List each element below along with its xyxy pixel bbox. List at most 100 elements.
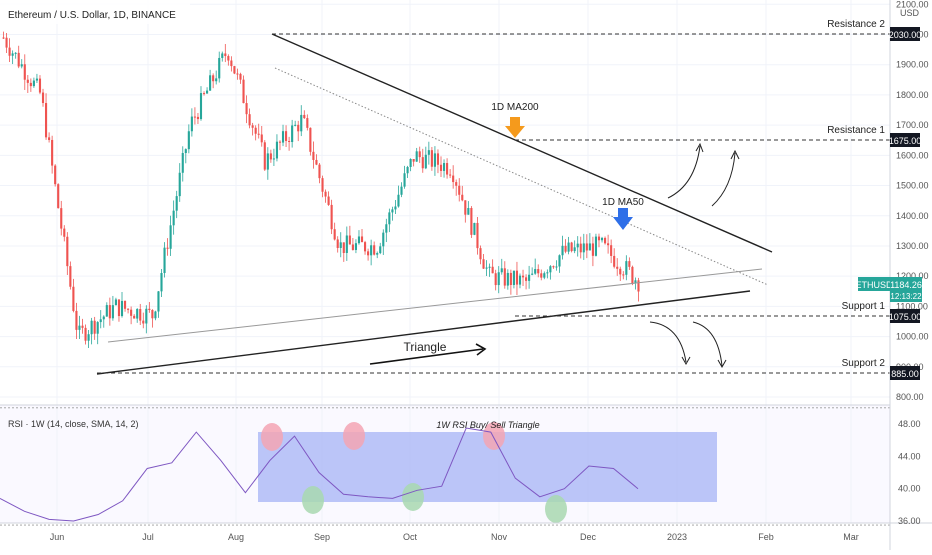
candle-body [154, 311, 157, 319]
candle-body [473, 222, 476, 235]
candle-body [8, 47, 11, 56]
candle-body [370, 245, 373, 256]
candle-body [206, 90, 209, 94]
triangle-upper-trendline[interactable] [271, 33, 773, 253]
candle-body [336, 239, 339, 248]
candle-body [142, 320, 145, 324]
candle-body [300, 114, 303, 132]
price-tick-label: 1400.00 [896, 211, 929, 221]
candle-body [245, 103, 248, 115]
rsi-highlight-circles [261, 422, 567, 523]
candle-body [218, 57, 221, 79]
last-price: 1184.26 [890, 280, 922, 290]
candle-body [57, 184, 60, 209]
candle-body [467, 208, 470, 215]
candle-body [573, 247, 576, 252]
support-1-price-tag [890, 309, 920, 323]
candle-body [93, 320, 96, 334]
candle-body [552, 266, 555, 268]
candle-body [363, 242, 367, 252]
price-tick-label: 1500.00 [896, 181, 929, 191]
candle-body [120, 300, 124, 317]
candle-body [266, 153, 269, 170]
candle-body [528, 274, 531, 281]
candle-body [160, 273, 163, 292]
candle-body [306, 118, 309, 128]
candle-body [236, 73, 239, 75]
price-tick-label: 1800.00 [896, 90, 929, 100]
time-axis[interactable]: Jun Jul Aug Sep Oct Nov Dec 2023 Feb Mar [50, 532, 859, 542]
candle-body [458, 185, 461, 195]
candle-body [69, 266, 72, 287]
candle-body [509, 272, 512, 285]
candle-body [327, 196, 330, 205]
rsi-tick-label: 48.00 [898, 419, 921, 429]
candle-body [482, 259, 485, 269]
candle-body [38, 78, 42, 93]
dotted-trendline[interactable] [274, 67, 769, 286]
candle-body [17, 52, 20, 67]
candle-body [199, 93, 203, 120]
candle-body [41, 92, 45, 104]
candle-body [54, 165, 57, 185]
resistance-2-price-tag [890, 27, 920, 41]
candle-body [193, 116, 196, 118]
candle-body [452, 175, 455, 183]
candle-body [281, 131, 285, 143]
candle-body [242, 79, 245, 104]
curved-arrow-down-icon [692, 321, 723, 367]
candle-body [494, 273, 497, 286]
candle-body [87, 334, 90, 341]
candle-body [546, 272, 549, 274]
candle-body [303, 114, 306, 119]
candle-body [497, 272, 500, 286]
grid-lines [0, 0, 890, 526]
candle-body [415, 151, 418, 162]
candle-body [294, 124, 297, 126]
candle-body [491, 266, 494, 274]
candle-body [269, 153, 272, 160]
candle-body [418, 151, 421, 158]
candle-body [540, 273, 543, 278]
candle-body [139, 308, 142, 321]
triangle-lower-trendline[interactable] [96, 290, 751, 375]
price-tick-label: 1200.00 [896, 271, 929, 281]
rsi-highlight-circle [302, 486, 324, 514]
candle-body [597, 236, 601, 241]
candle-body [32, 80, 35, 87]
price-tick-label: 1700.00 [896, 120, 929, 130]
candle-body [309, 127, 312, 152]
candle-body [175, 196, 178, 211]
candle-body [512, 270, 515, 285]
candle-body [72, 286, 75, 311]
price-tick-label: 2100.00 [896, 0, 929, 9]
bar-countdown: 12:13:22 [890, 292, 922, 301]
resistance-1-price-tag [890, 133, 920, 147]
candle-body [348, 235, 351, 245]
candle-body [151, 309, 154, 319]
candle-body [442, 163, 446, 171]
rsi-highlight-circle [483, 422, 505, 450]
candle-body [29, 82, 32, 87]
inner-support-line[interactable] [107, 268, 763, 343]
rsi-axis[interactable]: 48.00 44.00 40.00 36.00 [898, 419, 921, 526]
arrowhead-icon [681, 356, 691, 366]
candle-body [20, 64, 23, 67]
candle-body [297, 124, 300, 132]
time-tick-label: Mar [843, 532, 859, 542]
candle-body [613, 255, 616, 267]
candle-body [275, 141, 279, 159]
candle-body [239, 73, 242, 80]
time-tick-label: Sep [314, 532, 330, 542]
candle-body [531, 273, 534, 275]
arrowhead-icon [475, 343, 487, 356]
candle-body [594, 236, 598, 256]
candle-body [555, 266, 558, 268]
candle-body [391, 209, 394, 213]
candle-body [315, 159, 318, 165]
candle-body [379, 246, 382, 254]
candle-body [78, 325, 81, 330]
candle-body [14, 52, 17, 54]
